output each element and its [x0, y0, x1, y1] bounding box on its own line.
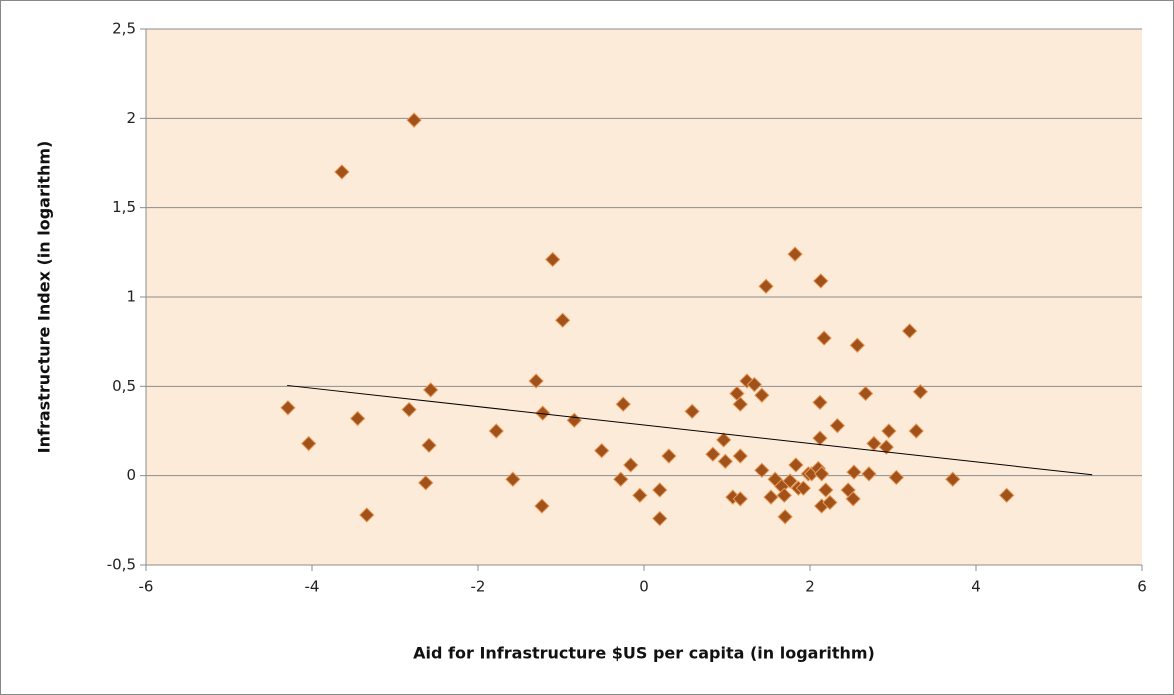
x-tick-label: -6: [139, 578, 154, 596]
trend-line: [287, 384, 1093, 476]
scatter-point: [746, 376, 763, 393]
scatter-point: [846, 464, 862, 480]
y-tick-label: 2,5: [112, 20, 136, 38]
scatter-point: [422, 382, 439, 398]
scatter-point: [795, 480, 812, 496]
x-axis-title: Aid for Infrastructure $US per capita (i…: [413, 644, 875, 663]
scatter-point: [528, 373, 544, 389]
scatter-point: [888, 469, 905, 486]
x-tick-label: 0: [639, 578, 649, 596]
x-tick-label: -4: [305, 578, 320, 596]
y-tick-label: 0,5: [112, 377, 136, 395]
scatter-point: [881, 423, 897, 439]
scatter-point: [593, 442, 610, 459]
scatter-point: [418, 475, 434, 491]
scatter-point: [813, 466, 830, 482]
scatter-point: [732, 396, 748, 412]
scatter-point: [776, 487, 792, 504]
scatter-point: [813, 273, 829, 289]
scatter-point: [787, 246, 803, 262]
scatter-point: [534, 498, 550, 514]
scatter-point: [901, 323, 918, 339]
scatter-point: [505, 471, 521, 487]
y-tick-label: -0,5: [107, 556, 136, 574]
scatter-point: [401, 401, 417, 418]
scatter-point: [816, 330, 832, 346]
scatter-point: [632, 487, 648, 504]
scatter-point: [999, 487, 1015, 504]
scatter-point: [777, 509, 793, 525]
scatter-point: [615, 396, 631, 412]
scatter-point: [554, 312, 571, 328]
scatter-point: [908, 423, 924, 439]
scatter-point: [861, 466, 877, 482]
scatter-point: [849, 337, 866, 353]
scatter-point: [334, 164, 350, 180]
scatter-point: [300, 435, 317, 452]
scatter-point: [359, 507, 375, 523]
scatter-point: [788, 457, 804, 473]
scatter-point: [705, 446, 721, 462]
scatter-point: [822, 494, 838, 511]
scatter-point: [488, 423, 504, 439]
scatter-point: [758, 278, 774, 294]
scatter-point: [535, 405, 551, 421]
y-axis-title: Infrastructure Index (in logarithm): [35, 141, 54, 454]
scatter-point: [613, 471, 629, 487]
x-tick-label: 6: [1137, 578, 1147, 596]
scatter-point: [845, 491, 861, 507]
scatter-point: [945, 471, 961, 487]
x-tick-label: 2: [805, 578, 815, 596]
scatter-point: [857, 385, 874, 402]
y-tick-label: 1,5: [112, 198, 136, 216]
scatter-point: [661, 448, 677, 464]
y-tick-label: 0: [126, 466, 136, 484]
scatter-point: [684, 403, 700, 420]
scatter-point: [406, 112, 422, 128]
scatter-point: [349, 410, 366, 427]
scatter-point: [544, 251, 561, 268]
scatter-point: [421, 437, 437, 454]
scatter-point: [754, 462, 770, 479]
scatter-point: [623, 457, 639, 473]
y-tick-label: 1: [126, 288, 136, 306]
scatter-point: [717, 453, 734, 470]
x-tick-label: -2: [471, 578, 486, 596]
scatter-point: [912, 383, 929, 400]
scatter-point: [763, 489, 779, 505]
scatter-point: [818, 482, 834, 498]
x-tick-label: 4: [971, 578, 981, 596]
scatter-point: [754, 387, 770, 403]
scatter-point: [652, 510, 668, 527]
scatter-point: [812, 430, 828, 446]
y-tick-label: 2: [126, 109, 136, 127]
scatter-point: [280, 400, 296, 416]
scatter-point: [812, 394, 828, 411]
scatter-point: [782, 473, 798, 489]
scatter-point: [652, 482, 668, 498]
scatter-point: [732, 491, 748, 507]
scatter-point: [732, 448, 748, 464]
scatter-point: [715, 432, 732, 448]
scatter-point: [878, 439, 895, 455]
scatter-point: [829, 417, 846, 434]
